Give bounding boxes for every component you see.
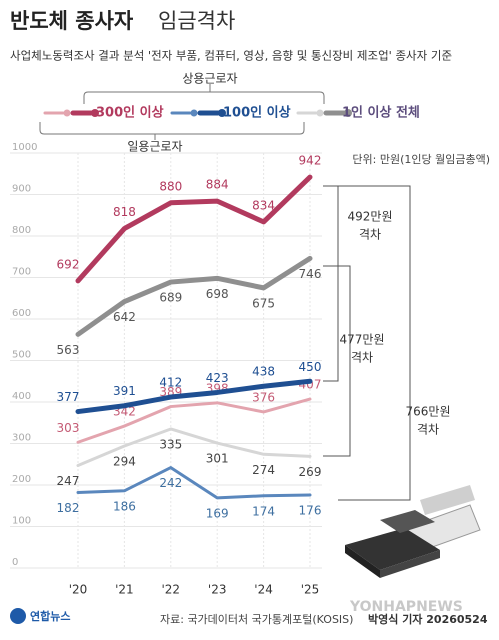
data-label: 834 [252, 198, 275, 212]
chip-illustration [345, 485, 481, 578]
annotation: 766만원 [406, 405, 451, 419]
data-label: 247 [57, 474, 80, 488]
data-label: 301 [206, 452, 229, 466]
data-label: 438 [252, 365, 275, 379]
x-tick-label: '21 [115, 583, 134, 597]
data-line [75, 174, 313, 284]
y-tick-label: 0 [12, 557, 18, 568]
x-tick-label: '25 [301, 583, 320, 597]
watermark: YONHAPNEWS [349, 599, 463, 615]
legend-swatch [218, 109, 226, 117]
annotation: 492만원 [348, 210, 393, 224]
y-tick-label: 200 [12, 474, 31, 485]
data-label: 242 [159, 476, 182, 490]
y-tick-label: 800 [12, 225, 31, 236]
data-label: 884 [206, 178, 229, 192]
data-label: 642 [113, 310, 136, 324]
data-label: 274 [252, 463, 275, 477]
legend-bracket [39, 122, 305, 135]
data-label: 169 [206, 506, 229, 520]
unit-note: 단위: 만원(1인당 월임금총액) [352, 153, 490, 166]
data-line [75, 255, 313, 337]
y-tick-label: 600 [12, 308, 31, 319]
data-label: 294 [113, 454, 136, 468]
data-label: 376 [252, 390, 275, 404]
y-tick-label: 400 [12, 391, 31, 402]
gap-bracket [338, 185, 411, 501]
legend-swatch [63, 109, 71, 117]
legend-group-label: 일용근로자 [127, 140, 182, 154]
logo: 연합뉴스 [30, 609, 70, 623]
annotation: 격차 [359, 228, 381, 242]
legend-bracket [83, 91, 325, 104]
annotation: 격차 [417, 423, 439, 437]
data-label: 450 [299, 360, 322, 374]
legend-swatch [91, 109, 99, 117]
x-tick-label: '22 [162, 583, 181, 597]
data-label: 303 [57, 421, 80, 435]
data-line [76, 466, 312, 500]
data-label: 391 [113, 384, 136, 398]
data-label: 818 [113, 205, 136, 219]
data-label: 412 [159, 376, 182, 390]
data-label: 174 [252, 504, 275, 518]
data-line [75, 378, 313, 415]
legend-group-label: 상용근로자 [182, 72, 237, 86]
data-label: 269 [299, 465, 322, 479]
data-label: 689 [159, 291, 182, 305]
data-label: 377 [57, 390, 80, 404]
logo-icon [10, 608, 26, 624]
y-tick-label: 1000 [12, 142, 37, 153]
legend-swatch [190, 109, 198, 117]
chart-title: 반도체 종사자 [10, 9, 134, 33]
data-label: 942 [299, 154, 322, 168]
gap-bracket [323, 185, 339, 382]
data-label: 746 [299, 267, 322, 281]
annotation: 477만원 [340, 333, 385, 347]
data-label: 692 [57, 257, 80, 271]
legend-swatch [344, 109, 352, 117]
data-label: 698 [206, 287, 229, 301]
gap-bracket [323, 265, 351, 457]
data-label: 182 [57, 501, 80, 515]
data-label: 880 [159, 179, 182, 193]
data-label: 335 [159, 437, 182, 451]
data-label: 423 [206, 371, 229, 385]
y-tick-label: 300 [12, 433, 31, 444]
x-tick-label: '23 [208, 583, 227, 597]
data-label: 176 [299, 503, 322, 517]
y-tick-label: 900 [12, 184, 31, 195]
legend-swatch [316, 109, 324, 117]
legend-label: 300인 이상 [96, 105, 164, 121]
x-tick-label: '20 [69, 583, 88, 597]
data-label: 675 [252, 296, 275, 310]
y-tick-label: 700 [12, 267, 31, 278]
legend-label: 1인 이상 전체 [342, 105, 420, 121]
data-label: 186 [113, 499, 136, 513]
legend-label: 100인 이상 [223, 105, 291, 121]
subtitle: 사업체노동력조사 결과 분석 '전자 부품, 컴퓨터, 영상, 음향 및 통신장… [10, 49, 452, 63]
data-label: 563 [57, 343, 80, 357]
data-line [76, 427, 312, 467]
chart-title-suffix: 임금격차 [158, 9, 235, 33]
data-line [76, 397, 312, 444]
x-tick-label: '24 [254, 583, 273, 597]
source: 자료: 국가데이터처 국가통계포털(KOSIS) [160, 613, 353, 626]
annotation: 격차 [351, 351, 373, 365]
y-tick-label: 500 [12, 350, 31, 361]
y-tick-label: 100 [12, 516, 31, 527]
credit: 박영식 기자 20260524 [368, 612, 488, 626]
